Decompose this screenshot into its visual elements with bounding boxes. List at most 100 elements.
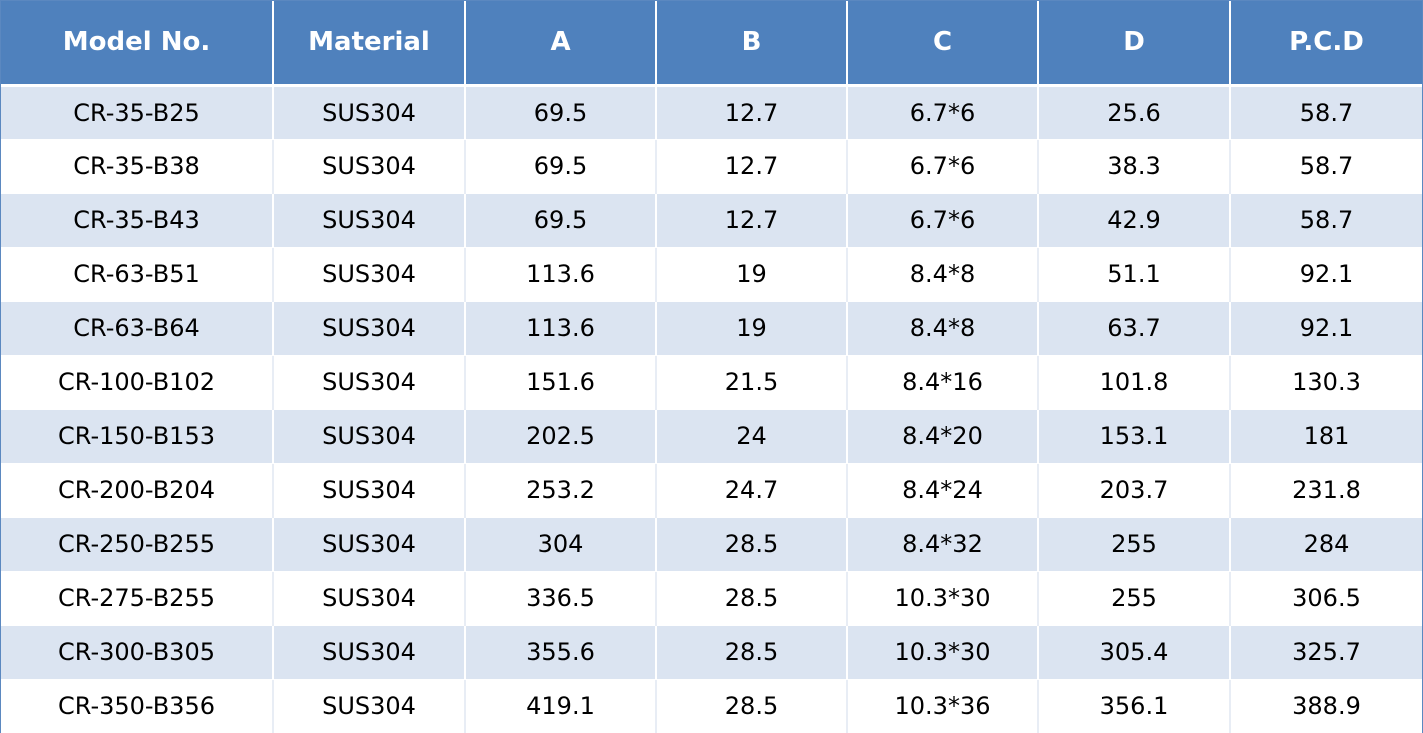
table-row: CR-63-B64 SUS304 113.6 19 8.4*8 63.7 92.1: [1, 300, 1422, 355]
cell-b: 19: [655, 300, 847, 355]
cell-d: 356.1: [1037, 678, 1230, 733]
table-row: CR-35-B38 SUS304 69.5 12.7 6.7*6 38.3 58.7: [1, 138, 1422, 193]
cell-a: 113.6: [464, 300, 656, 355]
cell-c: 10.3*30: [846, 624, 1038, 679]
cell-d: 101.8: [1037, 354, 1230, 409]
table-row: CR-63-B51 SUS304 113.6 19 8.4*8 51.1 92.1: [1, 246, 1422, 301]
cell-a: 253.2: [464, 462, 656, 517]
cell-model-no: CR-63-B64: [1, 300, 273, 355]
table-row: CR-35-B25 SUS304 69.5 12.7 6.7*6 25.6 58.7: [1, 84, 1422, 139]
table-row: CR-35-B43 SUS304 69.5 12.7 6.7*6 42.9 58.7: [1, 192, 1422, 247]
cell-material: SUS304: [272, 516, 465, 571]
header-b: B: [655, 1, 847, 87]
cell-a: 113.6: [464, 246, 656, 301]
cell-material: SUS304: [272, 300, 465, 355]
cell-b: 28.5: [655, 570, 847, 625]
cell-pcd: 58.7: [1229, 84, 1422, 139]
cell-material: SUS304: [272, 138, 465, 193]
cell-material: SUS304: [272, 570, 465, 625]
cell-pcd: 58.7: [1229, 138, 1422, 193]
cell-a: 202.5: [464, 408, 656, 463]
cell-d: 305.4: [1037, 624, 1230, 679]
cell-model-no: CR-100-B102: [1, 354, 273, 409]
header-c: C: [846, 1, 1038, 87]
cell-model-no: CR-300-B305: [1, 624, 273, 679]
cell-model-no: CR-35-B25: [1, 84, 273, 139]
cell-d: 203.7: [1037, 462, 1230, 517]
cell-model-no: CR-250-B255: [1, 516, 273, 571]
cell-c: 8.4*32: [846, 516, 1038, 571]
header-row: Model No. Material A B C D P.C.D: [1, 1, 1422, 87]
cell-material: SUS304: [272, 354, 465, 409]
cell-model-no: CR-35-B43: [1, 192, 273, 247]
table-row: CR-250-B255 SUS304 304 28.5 8.4*32 255 284: [1, 516, 1422, 571]
cell-model-no: CR-35-B38: [1, 138, 273, 193]
cell-a: 69.5: [464, 192, 656, 247]
cell-c: 10.3*30: [846, 570, 1038, 625]
cell-b: 12.7: [655, 192, 847, 247]
table-row: CR-275-B255 SUS304 336.5 28.5 10.3*30 255 306.…: [1, 570, 1422, 625]
cell-b: 21.5: [655, 354, 847, 409]
cell-c: 8.4*8: [846, 300, 1038, 355]
cell-d: 51.1: [1037, 246, 1230, 301]
cell-b: 24.7: [655, 462, 847, 517]
header-model-no: Model No.: [1, 1, 273, 87]
cell-material: SUS304: [272, 624, 465, 679]
table-row: CR-100-B102 SUS304 151.6 21.5 8.4*16 101.8 130…: [1, 354, 1422, 409]
header-material: Material: [272, 1, 465, 87]
header-pcd: P.C.D: [1229, 1, 1422, 87]
cell-pcd: 284: [1229, 516, 1422, 571]
cell-b: 28.5: [655, 516, 847, 571]
cell-pcd: 181: [1229, 408, 1422, 463]
cell-material: SUS304: [272, 246, 465, 301]
cell-b: 12.7: [655, 84, 847, 139]
cell-d: 63.7: [1037, 300, 1230, 355]
header-a: A: [464, 1, 656, 87]
cell-c: 6.7*6: [846, 84, 1038, 139]
cell-b: 28.5: [655, 624, 847, 679]
cell-model-no: CR-200-B204: [1, 462, 273, 517]
cell-pcd: 231.8: [1229, 462, 1422, 517]
cell-d: 25.6: [1037, 84, 1230, 139]
cell-a: 151.6: [464, 354, 656, 409]
cell-a: 69.5: [464, 84, 656, 139]
cell-d: 42.9: [1037, 192, 1230, 247]
cell-pcd: 92.1: [1229, 246, 1422, 301]
cell-pcd: 325.7: [1229, 624, 1422, 679]
cell-material: SUS304: [272, 462, 465, 517]
cell-a: 69.5: [464, 138, 656, 193]
cell-c: 8.4*20: [846, 408, 1038, 463]
cell-model-no: CR-150-B153: [1, 408, 273, 463]
cell-a: 304: [464, 516, 656, 571]
cell-model-no: CR-350-B356: [1, 678, 273, 733]
header-d: D: [1037, 1, 1230, 87]
cell-material: SUS304: [272, 84, 465, 139]
table-header: Model No. Material A B C D P.C.D: [1, 1, 1422, 87]
cell-pcd: 388.9: [1229, 678, 1422, 733]
cell-b: 28.5: [655, 678, 847, 733]
cell-d: 255: [1037, 516, 1230, 571]
cell-model-no: CR-63-B51: [1, 246, 273, 301]
cell-model-no: CR-275-B255: [1, 570, 273, 625]
cell-pcd: 306.5: [1229, 570, 1422, 625]
cell-b: 19: [655, 246, 847, 301]
cell-c: 8.4*16: [846, 354, 1038, 409]
cell-material: SUS304: [272, 678, 465, 733]
cell-a: 355.6: [464, 624, 656, 679]
cell-c: 8.4*24: [846, 462, 1038, 517]
cell-b: 24: [655, 408, 847, 463]
table-row: CR-300-B305 SUS304 355.6 28.5 10.3*30 305.4 32…: [1, 624, 1422, 679]
cell-c: 10.3*36: [846, 678, 1038, 733]
table-body: CR-35-B25 SUS304 69.5 12.7 6.7*6 25.6 58.7 CR-3…: [1, 84, 1422, 733]
table-row: CR-350-B356 SUS304 419.1 28.5 10.3*36 356.1 38…: [1, 678, 1422, 733]
cell-pcd: 92.1: [1229, 300, 1422, 355]
cell-material: SUS304: [272, 192, 465, 247]
table-row: CR-150-B153 SUS304 202.5 24 8.4*20 153.1 181: [1, 408, 1422, 463]
cell-c: 6.7*6: [846, 138, 1038, 193]
cell-d: 38.3: [1037, 138, 1230, 193]
cell-a: 419.1: [464, 678, 656, 733]
cell-c: 6.7*6: [846, 192, 1038, 247]
cell-b: 12.7: [655, 138, 847, 193]
